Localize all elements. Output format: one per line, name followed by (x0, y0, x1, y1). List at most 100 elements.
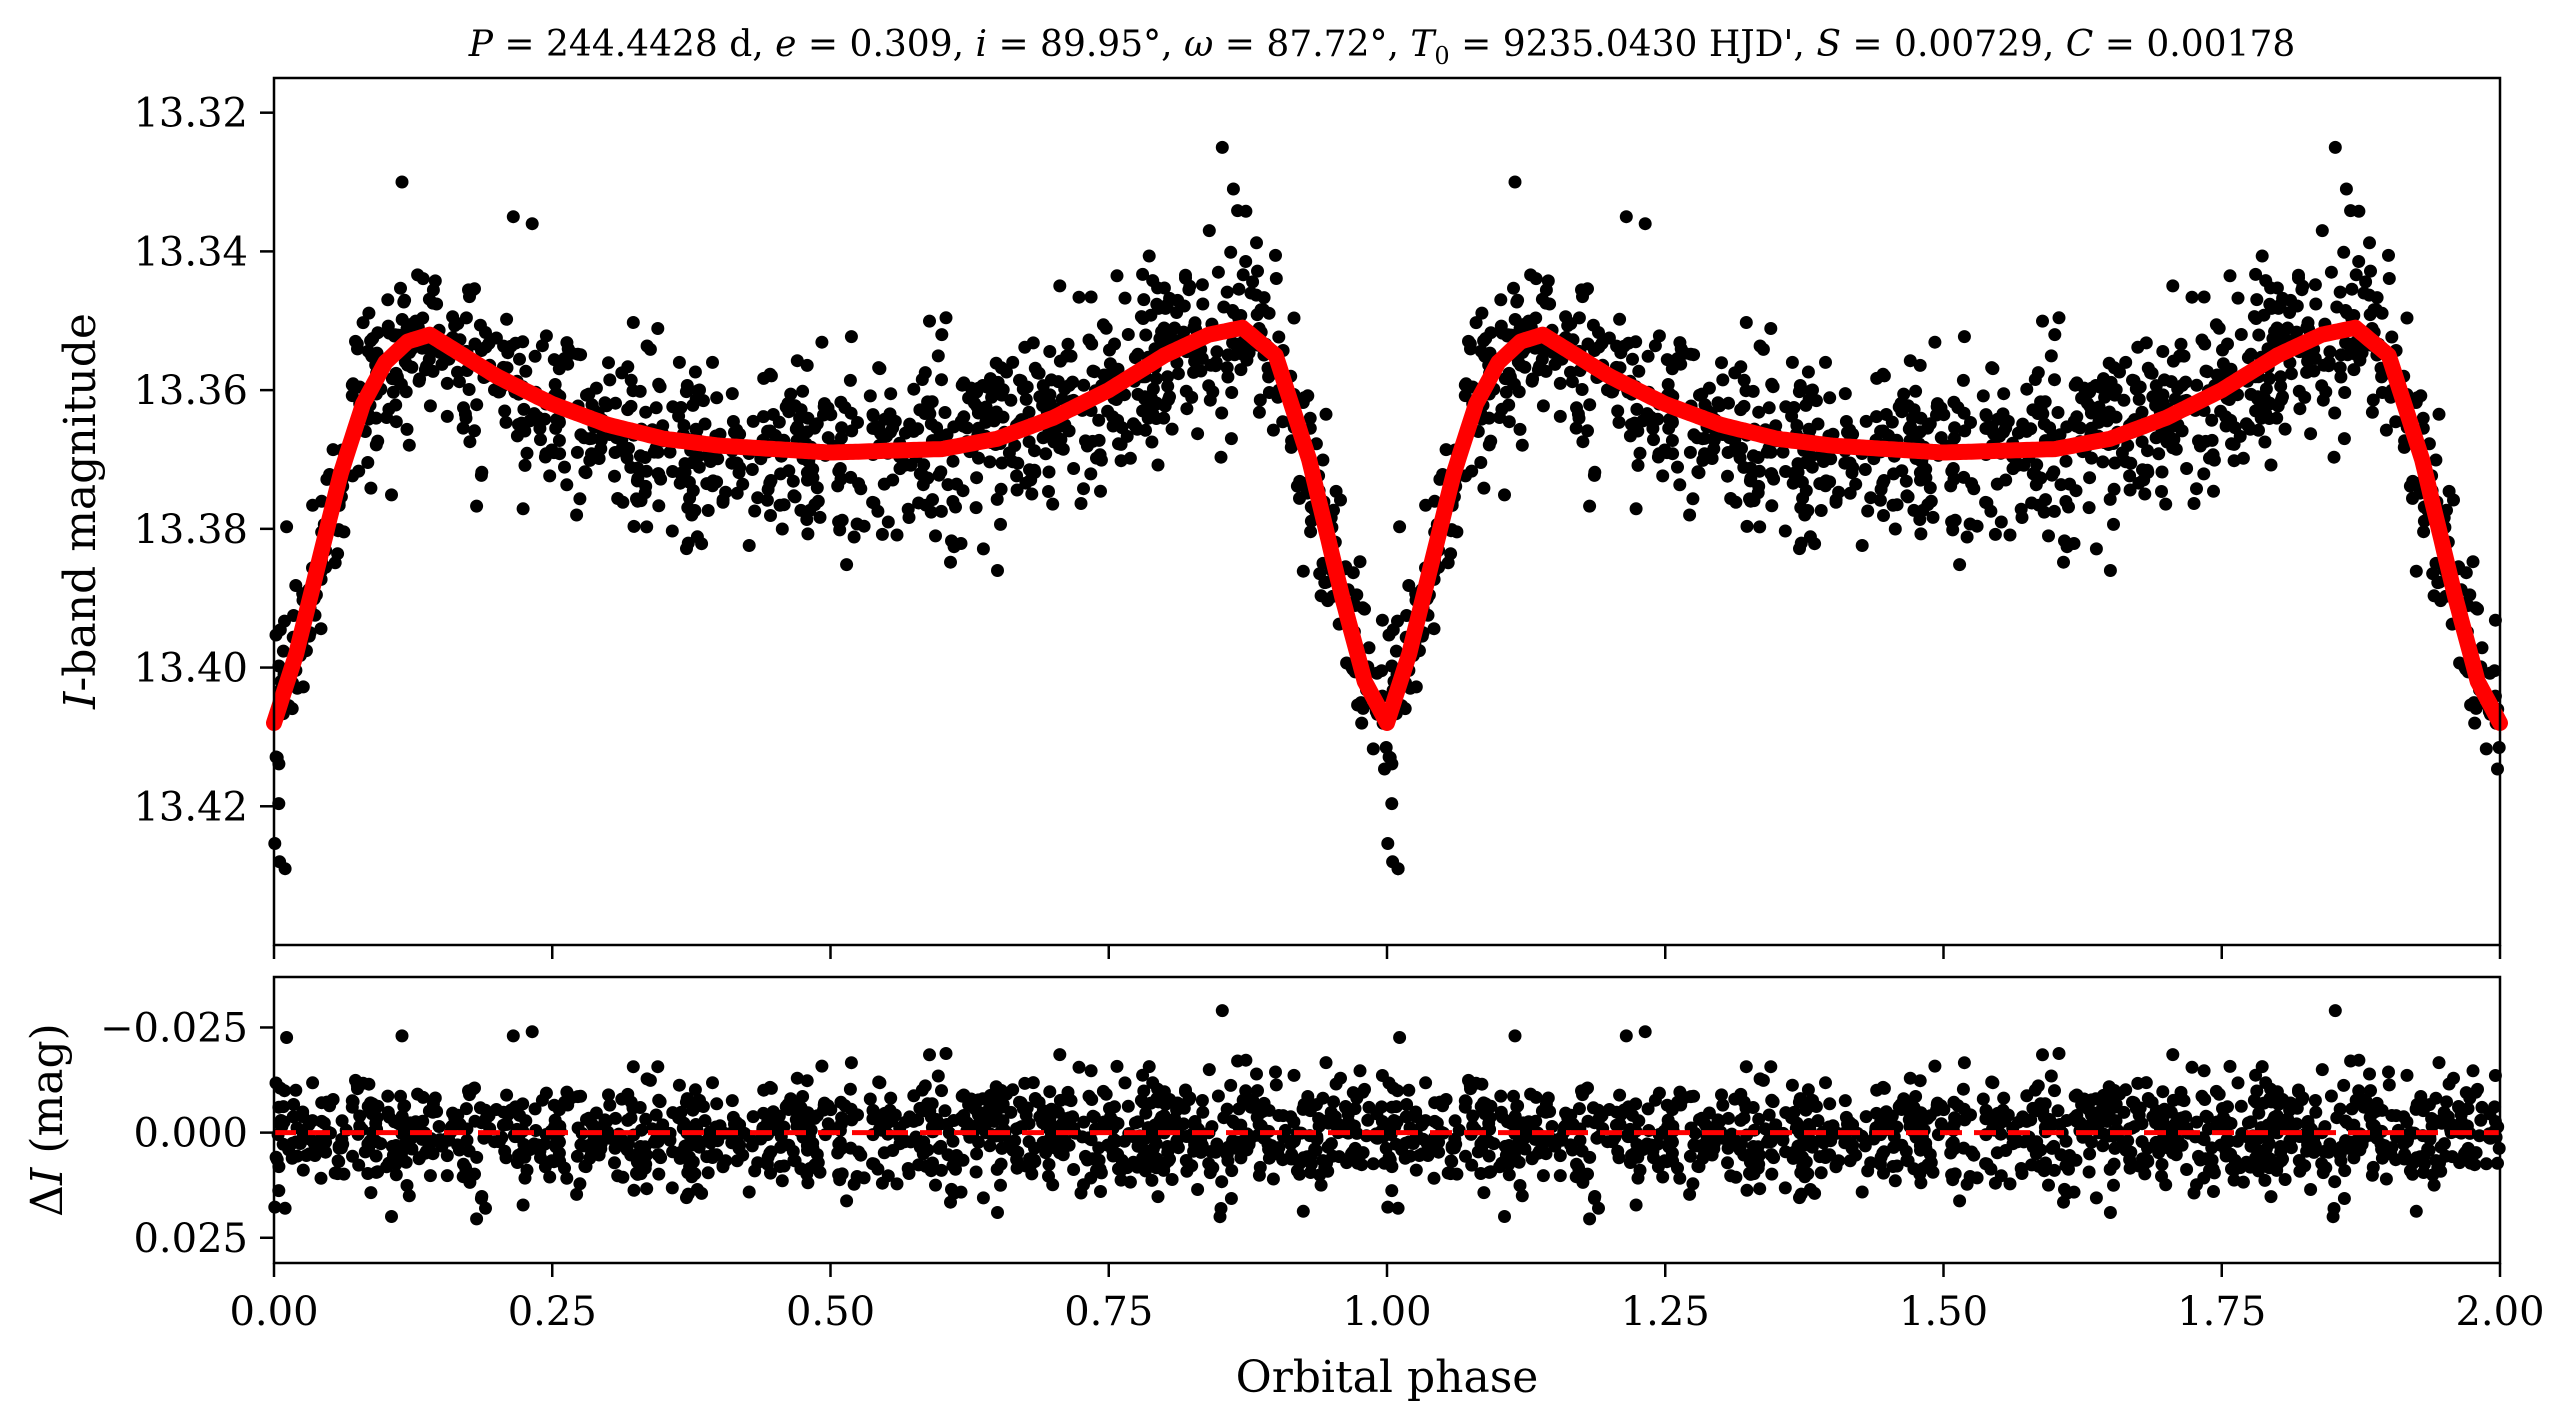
data-point (681, 536, 695, 550)
residual-point (672, 1111, 686, 1125)
data-point (539, 329, 553, 343)
data-point (2301, 354, 2315, 368)
outlier-point (935, 328, 949, 342)
data-point (2309, 297, 2323, 311)
data-point (440, 409, 454, 423)
data-point (519, 364, 533, 378)
residual-point (1611, 1144, 1625, 1158)
data-point (1498, 488, 1511, 502)
residual-point (2328, 1175, 2342, 1189)
residual-point (2283, 1103, 2297, 1117)
data-point (2067, 537, 2081, 550)
data-point (1074, 497, 1088, 510)
data-point (2345, 282, 2359, 296)
residual-point (1798, 1170, 1812, 1184)
residual-point (941, 1148, 955, 1162)
data-point (1177, 325, 1191, 339)
data-point (1129, 419, 1142, 433)
residual-point (2166, 1048, 2180, 1062)
data-point (1583, 398, 1597, 412)
data-point (412, 374, 426, 388)
data-point (1740, 519, 1754, 533)
data-point (1409, 680, 1423, 694)
data-point (2149, 379, 2163, 393)
data-point (1561, 319, 1575, 333)
residual-point (1239, 1084, 1253, 1098)
residual-point (2119, 1143, 2133, 1157)
data-point (1575, 383, 1589, 396)
data-point (2274, 379, 2288, 393)
data-point (1215, 406, 1229, 420)
data-point (498, 404, 512, 418)
residual-point (845, 1113, 859, 1127)
data-point (1802, 422, 1816, 436)
residual-point (1888, 1174, 1902, 1188)
residual-point (440, 1149, 454, 1163)
residual-point (1967, 1148, 1981, 1162)
data-point (1724, 492, 1738, 505)
data-point (1080, 439, 1094, 453)
residual-point (979, 1126, 993, 1140)
data-point (1157, 281, 1171, 295)
residual-point (1614, 1108, 1628, 1122)
data-point (946, 454, 960, 468)
residual-point (2474, 1113, 2488, 1127)
data-point (1136, 312, 1150, 325)
residual-point (653, 1095, 667, 1109)
residual-point (1686, 1177, 1700, 1191)
residual-point (2042, 1178, 2055, 1192)
data-point (772, 415, 786, 429)
residual-point (328, 1166, 342, 1180)
data-point (516, 335, 530, 349)
residual-point (1895, 1103, 1909, 1116)
residual-point (1382, 1150, 1396, 1164)
residual-point (552, 1135, 566, 1149)
data-point (2137, 473, 2151, 487)
data-point (361, 456, 375, 469)
residual-point (1626, 1108, 1639, 1122)
residual-point (2031, 1079, 2045, 1093)
residual-point (1221, 1140, 1235, 1154)
residual-point (1287, 1068, 1301, 1082)
data-point (577, 431, 591, 445)
residual-point (844, 1102, 858, 1116)
residual-point (1361, 1113, 1375, 1127)
residual-point (2048, 1084, 2061, 1098)
data-point (470, 398, 484, 412)
residual-point (1576, 1175, 1590, 1189)
data-point (1010, 483, 1024, 497)
residual-point (1545, 1120, 1559, 1133)
data-point (1629, 335, 1643, 349)
data-point (907, 382, 921, 396)
data-point (2338, 386, 2352, 399)
residual-point (2317, 1145, 2331, 1158)
residual-point (1753, 1148, 1766, 1162)
data-point (1888, 522, 1902, 536)
residual-point (482, 1109, 496, 1123)
data-point (1006, 355, 1020, 369)
data-point (2259, 382, 2273, 396)
data-point (913, 467, 927, 481)
data-point (350, 337, 364, 351)
residual-point (2152, 1146, 2166, 1160)
residual-point (672, 1078, 686, 1092)
data-point (701, 504, 715, 517)
residual-point (621, 1113, 635, 1127)
residual-point (1293, 1157, 1307, 1171)
residual-point (1525, 1152, 1539, 1166)
residual-point (873, 1076, 887, 1090)
residual-point (1015, 1120, 1029, 1134)
data-point (1195, 278, 1209, 292)
residual-point (2174, 1085, 2188, 1099)
residual-point (488, 1135, 501, 1149)
data-point (1210, 345, 1224, 359)
residual-point (1957, 1102, 1971, 1116)
residual-point (1475, 1077, 1489, 1091)
residual-point (775, 1174, 789, 1188)
residual-point (1855, 1185, 1869, 1199)
residual-point (2366, 1160, 2380, 1174)
data-point (2475, 641, 2489, 655)
residual-point (602, 1088, 615, 1102)
residual-point (1814, 1166, 1828, 1180)
residual-point (969, 1165, 983, 1179)
